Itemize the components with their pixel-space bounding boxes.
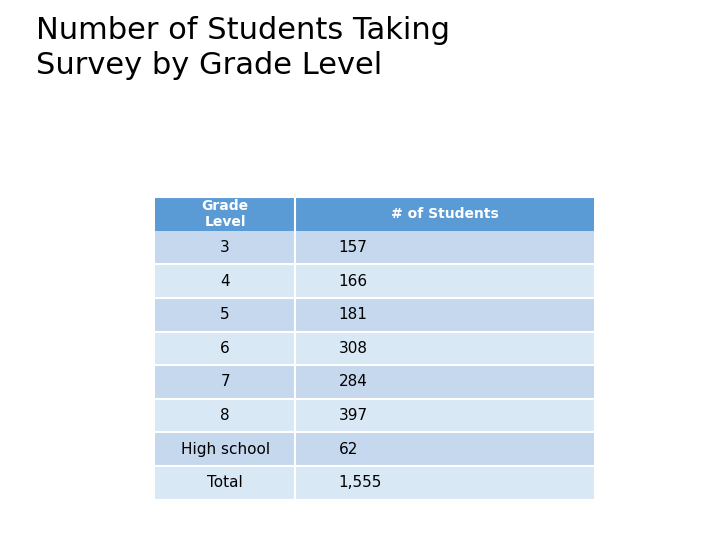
Text: 308: 308 — [338, 341, 367, 356]
Text: 62: 62 — [338, 442, 358, 457]
Text: 5: 5 — [220, 307, 230, 322]
Text: 4: 4 — [220, 274, 230, 288]
Text: High school: High school — [181, 442, 269, 457]
Text: 284: 284 — [338, 374, 367, 389]
Text: 3: 3 — [220, 240, 230, 255]
Text: 181: 181 — [338, 307, 367, 322]
Text: 1,555: 1,555 — [338, 475, 382, 490]
Text: Number of Students Taking
Survey by Grade Level: Number of Students Taking Survey by Grad… — [36, 16, 450, 80]
Text: Total: Total — [207, 475, 243, 490]
Text: 397: 397 — [338, 408, 368, 423]
Text: # of Students: # of Students — [391, 207, 498, 221]
Text: 166: 166 — [338, 274, 368, 288]
Text: Grade
Level: Grade Level — [202, 199, 248, 229]
Text: 8: 8 — [220, 408, 230, 423]
Text: 6: 6 — [220, 341, 230, 356]
Text: 157: 157 — [338, 240, 367, 255]
Text: 7: 7 — [220, 374, 230, 389]
